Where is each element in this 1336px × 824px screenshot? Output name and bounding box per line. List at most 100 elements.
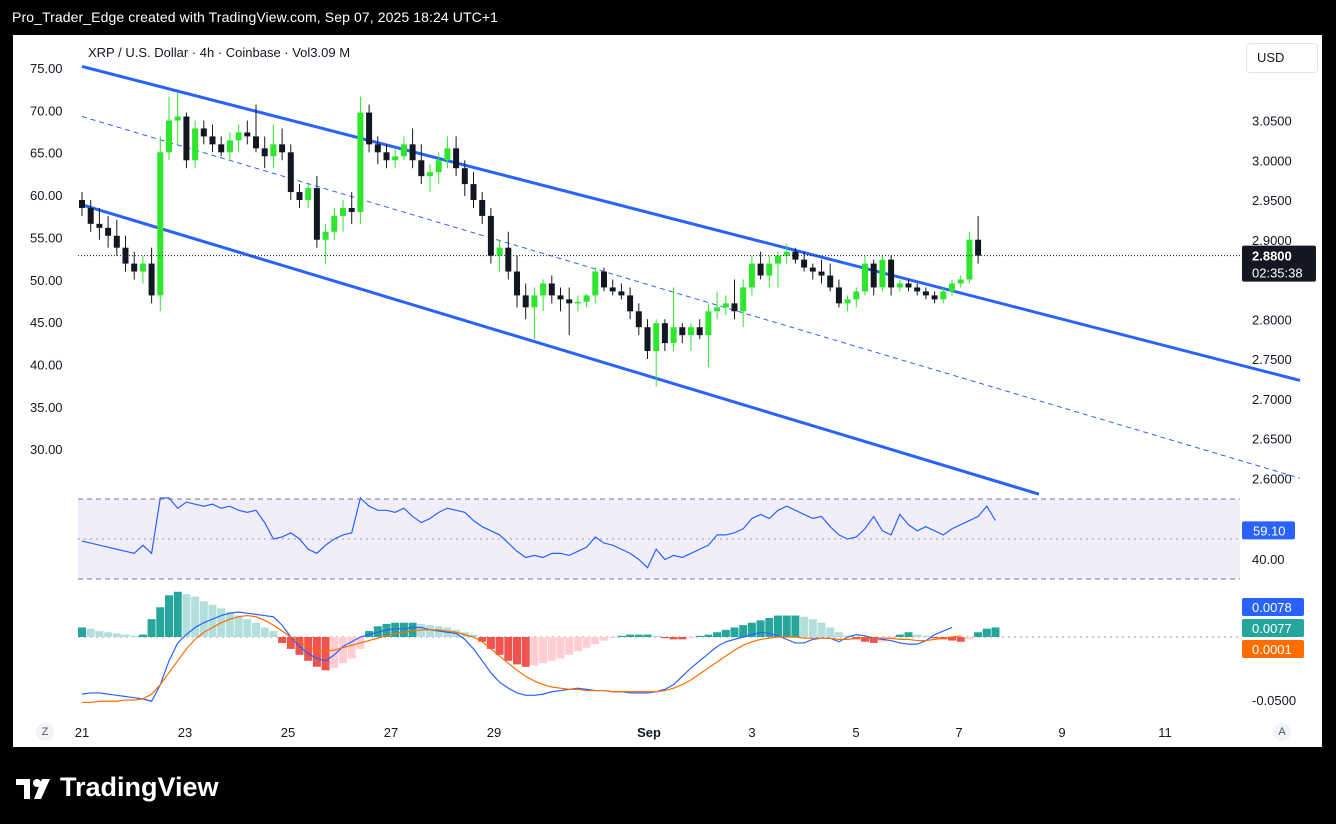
left-scale-axis: 75.00 70.00 65.00 60.00 55.00 50.00 45.00 40.00… bbox=[30, 61, 63, 457]
left-scale-tick-label: 50.00 bbox=[30, 273, 63, 288]
macd-histogram-bar bbox=[982, 628, 991, 637]
macd-histogram-bar bbox=[687, 637, 695, 639]
macd-histogram-bar bbox=[521, 637, 530, 667]
candle-countdown-label: 02:35:38 bbox=[1252, 266, 1303, 281]
candle-body bbox=[400, 144, 407, 157]
candle-series bbox=[79, 92, 982, 387]
macd-histogram-bar bbox=[660, 637, 669, 639]
candle-body bbox=[870, 263, 877, 288]
tradingview-logo-icon bbox=[16, 778, 50, 799]
macd-histogram-bar bbox=[130, 635, 139, 637]
rsi-value-label: 59.10 bbox=[1253, 523, 1286, 538]
left-scale-tick-label: 30.00 bbox=[30, 442, 63, 457]
macd-histogram-bar bbox=[530, 637, 539, 666]
macd-histogram-bar bbox=[921, 635, 930, 637]
macd-histogram-bar bbox=[95, 631, 104, 637]
candle-body bbox=[453, 148, 460, 169]
candle-body bbox=[200, 128, 207, 137]
histogram-value-label: 0.0077 bbox=[1252, 621, 1292, 636]
candle-body bbox=[96, 223, 103, 228]
macd-histogram-bar bbox=[626, 634, 635, 637]
price-tick-label: 2.9500 bbox=[1252, 193, 1292, 208]
macd-histogram-bar bbox=[399, 622, 408, 637]
candle-body bbox=[113, 235, 120, 248]
candle-body bbox=[853, 291, 860, 300]
candle-body bbox=[427, 172, 433, 177]
candle-body bbox=[801, 259, 808, 268]
price-tick-label: 2.7500 bbox=[1252, 352, 1292, 367]
candle-body bbox=[209, 136, 216, 145]
candle-body bbox=[496, 247, 503, 256]
macd-histogram-bar bbox=[634, 634, 643, 637]
macd-histogram-bar bbox=[730, 627, 739, 637]
macd-pane: 0.0078 0.0077 0.0001 -0.0500 bbox=[78, 591, 1304, 708]
currency-button[interactable]: USD bbox=[1246, 43, 1318, 73]
candle-body bbox=[505, 247, 512, 272]
candle-body bbox=[696, 327, 703, 336]
candle-body bbox=[79, 200, 85, 208]
left-scale-tick-label: 45.00 bbox=[30, 315, 63, 330]
candle-body bbox=[174, 116, 181, 121]
candle-body bbox=[87, 207, 94, 224]
candle-body bbox=[783, 251, 790, 256]
macd-histogram-bar bbox=[834, 632, 843, 637]
time-tick-label: 21 bbox=[75, 725, 89, 740]
auto-scale-left-button[interactable]: Z bbox=[36, 723, 54, 741]
macd-histogram-bar bbox=[495, 637, 504, 655]
candle-body bbox=[531, 295, 538, 308]
macd-histogram-bar bbox=[147, 619, 156, 637]
candle-body bbox=[444, 148, 451, 161]
candle-body bbox=[862, 263, 868, 292]
macd-histogram-bar bbox=[191, 596, 200, 637]
macd-line bbox=[81, 611, 953, 702]
left-scale-tick-label: 35.00 bbox=[30, 400, 63, 415]
candle-body bbox=[357, 112, 364, 212]
macd-histogram-bar bbox=[347, 637, 356, 659]
histogram-value-bg bbox=[1242, 619, 1304, 637]
candle-body bbox=[313, 188, 320, 240]
macd-histogram-bar bbox=[199, 601, 208, 637]
macd-histogram-bar bbox=[713, 632, 722, 637]
candle-body bbox=[775, 255, 781, 264]
macd-histogram-bar bbox=[895, 634, 904, 637]
macd-histogram-bar bbox=[565, 637, 574, 655]
candle-body bbox=[409, 144, 416, 161]
macd-histogram-bar bbox=[617, 635, 626, 637]
macd-histogram-bar bbox=[600, 637, 608, 641]
macd-histogram-bar bbox=[800, 616, 809, 637]
candle-body bbox=[287, 152, 294, 193]
candle-body bbox=[157, 152, 164, 296]
time-tick-label: 3 bbox=[748, 725, 755, 740]
candle-body bbox=[461, 168, 468, 185]
rsi-value-bg bbox=[1242, 521, 1295, 540]
macd-histogram-bar bbox=[643, 634, 652, 637]
candle-body bbox=[331, 215, 338, 232]
price-channel bbox=[81, 64, 1301, 496]
candle-body bbox=[940, 291, 947, 300]
price-tick-label: 2.6500 bbox=[1252, 432, 1292, 447]
candle-body bbox=[122, 247, 129, 264]
price-tick-label: 2.6000 bbox=[1252, 471, 1292, 486]
macd-histogram-bar bbox=[260, 627, 269, 637]
candle-body bbox=[592, 271, 599, 296]
macd-histogram-bar bbox=[243, 619, 252, 637]
candle-body bbox=[809, 267, 816, 272]
candle-body bbox=[514, 271, 520, 296]
left-scale-tick-label: 60.00 bbox=[30, 188, 63, 203]
candle-body bbox=[226, 140, 233, 153]
macd-histogram-bar bbox=[739, 625, 748, 637]
macd-value-bg bbox=[1242, 598, 1304, 616]
macd-histogram-bar bbox=[704, 634, 713, 637]
channel-upper-line bbox=[81, 64, 1301, 382]
macd-histogram-bar bbox=[112, 633, 121, 637]
macd-histogram-bar bbox=[539, 637, 548, 664]
macd-histogram-bar bbox=[321, 637, 330, 671]
auto-scale-button[interactable]: A bbox=[1273, 723, 1291, 741]
macd-histogram-bar bbox=[678, 637, 687, 640]
macd-histogram-bar bbox=[252, 622, 260, 637]
symbol-legend[interactable]: XRP / U.S. Dollar · 4h · Coinbase · Vol3… bbox=[88, 45, 351, 60]
channel-lower-line bbox=[81, 203, 1040, 496]
candle-body bbox=[244, 132, 251, 137]
tradingview-logo-text: TradingView bbox=[60, 772, 219, 802]
